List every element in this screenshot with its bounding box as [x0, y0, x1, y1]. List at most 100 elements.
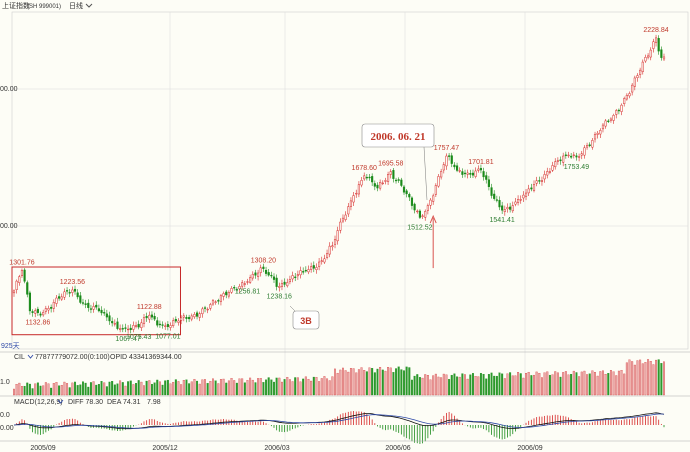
volume-bar: [639, 359, 642, 396]
candle-body: [344, 214, 347, 220]
volume-bar: [493, 375, 496, 396]
candle-body: [140, 322, 143, 328]
candle-body: [323, 258, 326, 263]
candle-body: [530, 187, 533, 190]
volume-bar: [572, 370, 575, 396]
candle-body: [81, 302, 85, 304]
macd-histogram-bar: [196, 421, 198, 425]
candle-body: [352, 195, 355, 203]
volume-bar: [20, 386, 23, 396]
macd-histogram-bar: [140, 423, 142, 425]
volume-bar: [137, 380, 140, 396]
volume-bar: [302, 378, 305, 396]
candle-body: [249, 277, 252, 283]
candle-body: [145, 316, 148, 319]
volume-bar: [82, 381, 84, 396]
volume-bar: [212, 378, 214, 396]
macd-histogram-bar: [64, 420, 65, 425]
volume-bar: [153, 382, 156, 396]
price-label: 1067.47: [115, 336, 140, 343]
volume-bar: [373, 372, 376, 396]
candle-body: [127, 328, 130, 331]
volume-bar: [509, 372, 512, 396]
candle-body: [482, 171, 485, 178]
volume-bar: [299, 381, 302, 396]
date-callout-text: 2006. 06. 21: [371, 131, 426, 143]
volume-bar: [434, 373, 437, 396]
candle-body: [649, 49, 652, 58]
volume-bar: [185, 379, 188, 396]
macd-indicator[interactable]: MACD(12,26,9): [14, 399, 63, 406]
volume-bar: [204, 379, 206, 396]
macd-histogram-bar: [634, 417, 636, 425]
volume-bar: [395, 368, 398, 396]
candle-body: [448, 155, 451, 157]
volume-indicator[interactable]: CIL: [14, 354, 25, 361]
macd-histogram-bar: [509, 425, 511, 437]
volume-bar: [39, 385, 42, 396]
volume-bar: [437, 376, 440, 396]
candle-body: [219, 295, 223, 302]
x-tick-label: 2005/09: [30, 445, 55, 452]
macd-histogram-bar: [618, 420, 620, 425]
volume-bar: [241, 378, 244, 396]
candle-body: [23, 269, 26, 282]
volume-bar: [392, 372, 395, 396]
candle-body: [413, 203, 416, 211]
candle-body: [477, 168, 480, 171]
volume-bar: [556, 372, 559, 396]
candle-body: [291, 275, 294, 280]
volume-bar: [349, 368, 352, 396]
macd-histogram-bar: [594, 421, 596, 425]
volume-bar: [172, 382, 175, 396]
y-tick-label-upper: 00.00: [0, 86, 18, 93]
price-label: 1512.52: [407, 224, 432, 231]
price-label: 1678.60: [352, 165, 377, 172]
volume-bar: [318, 381, 321, 396]
candle-body: [429, 199, 432, 206]
macd-histogram-bar: [292, 425, 293, 430]
volume-bar: [413, 375, 416, 396]
candle-body: [79, 295, 82, 303]
candle-body: [509, 206, 512, 210]
volume-bar: [265, 379, 268, 396]
volume-bar: [379, 367, 382, 396]
candle-body: [209, 304, 212, 309]
volume-bar: [397, 366, 400, 396]
volume-bar: [501, 373, 504, 396]
macd-histogram-bar: [414, 425, 416, 443]
candle-body: [532, 184, 536, 191]
volume-bar: [376, 368, 379, 396]
macd-histogram-bar: [507, 425, 508, 438]
volume-bar: [26, 382, 29, 396]
candle-body: [129, 327, 132, 330]
price-label: 1075.43: [126, 334, 151, 341]
macd-histogram-bar: [371, 419, 373, 425]
candle-body: [501, 205, 504, 211]
macd-histogram-bar: [576, 421, 577, 425]
candle-body: [503, 209, 506, 212]
chevron-down-icon[interactable]: [85, 3, 93, 8]
volume-bar: [278, 377, 281, 396]
macd-histogram-bar: [496, 425, 498, 438]
chevron-down-icon[interactable]: [27, 354, 34, 359]
volume-bar: [190, 381, 193, 396]
candle-body: [251, 273, 254, 279]
macd-histogram-bar: [578, 422, 580, 425]
volume-bar: [355, 372, 358, 396]
volume-bar: [95, 384, 98, 396]
candle-body: [121, 328, 124, 330]
candle-body: [312, 265, 315, 269]
volume-bar: [485, 378, 488, 396]
candle-body: [522, 194, 525, 199]
price-label: 1757.47: [434, 145, 459, 152]
candle-body: [174, 319, 177, 322]
period-selector[interactable]: 日线: [69, 1, 83, 10]
volume-bar: [42, 385, 45, 396]
volume-bar: [113, 384, 116, 396]
macd-histogram-bar: [276, 425, 278, 431]
volume-bar: [609, 370, 612, 396]
chevron-down-icon[interactable]: [57, 399, 64, 404]
volume-bar: [342, 367, 344, 396]
